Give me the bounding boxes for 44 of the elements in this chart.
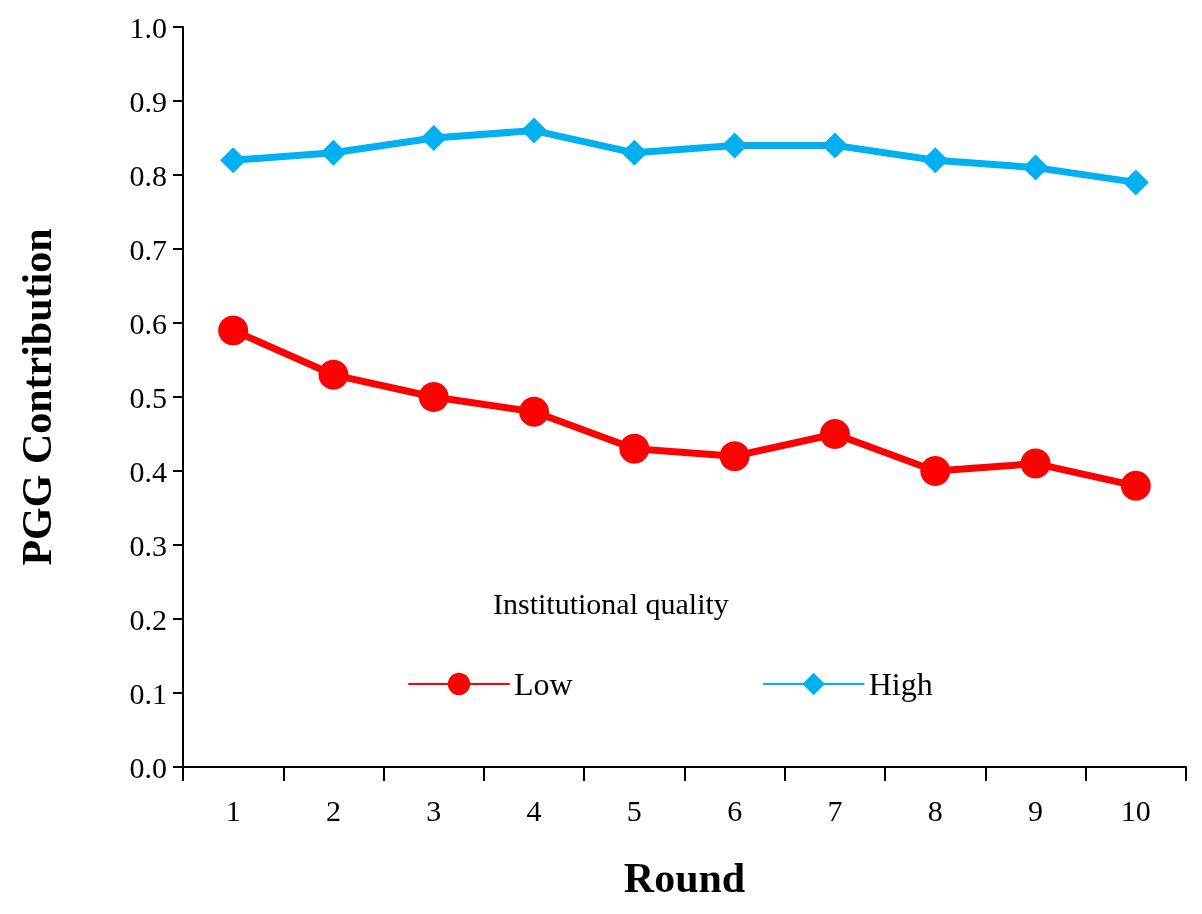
point bbox=[1022, 154, 1049, 181]
x-tick-label: 9 bbox=[1028, 793, 1044, 827]
y-tick-label: 0.4 bbox=[129, 454, 167, 488]
x-tick-label: 2 bbox=[325, 793, 341, 827]
point bbox=[621, 139, 648, 166]
point bbox=[521, 117, 548, 144]
point bbox=[1020, 448, 1051, 479]
point bbox=[719, 441, 750, 472]
legend-label: Low bbox=[514, 666, 573, 702]
point bbox=[320, 139, 347, 166]
point bbox=[218, 315, 249, 346]
y-tick-label: 0.6 bbox=[129, 306, 167, 340]
x-tick-label: 6 bbox=[727, 793, 743, 827]
y-tick-label: 0.1 bbox=[129, 676, 167, 710]
y-tick-label: 1.0 bbox=[129, 10, 167, 44]
x-tick-label: 3 bbox=[426, 793, 442, 827]
point bbox=[819, 419, 850, 449]
point bbox=[418, 382, 449, 412]
point bbox=[1122, 169, 1149, 196]
y-tick-label: 0.8 bbox=[129, 158, 167, 192]
legend-label: High bbox=[868, 666, 933, 702]
x-axis-title: Round bbox=[623, 855, 746, 901]
legend-title: Institutional quality bbox=[493, 586, 729, 620]
x-tick-label: 4 bbox=[526, 793, 542, 827]
point bbox=[920, 456, 951, 486]
y-tick-label: 0.3 bbox=[129, 528, 167, 562]
x-tick-label: 7 bbox=[827, 793, 843, 827]
y-tick-label: 0.0 bbox=[129, 750, 167, 784]
point bbox=[420, 125, 447, 151]
point bbox=[922, 147, 949, 174]
y-axis-title: PGG Contribution bbox=[14, 228, 60, 566]
y-tick-label: 0.7 bbox=[129, 232, 167, 266]
point bbox=[519, 396, 550, 427]
point bbox=[318, 359, 349, 390]
x-tick-label: 1 bbox=[225, 793, 241, 827]
y-tick-label: 0.2 bbox=[129, 602, 167, 636]
x-tick-label: 5 bbox=[626, 793, 642, 827]
point bbox=[619, 433, 650, 464]
point bbox=[1120, 470, 1151, 501]
x-tick-label: 8 bbox=[927, 793, 943, 827]
point bbox=[220, 147, 247, 174]
y-tick-label: 0.5 bbox=[129, 380, 167, 414]
y-tick-label: 0.9 bbox=[129, 84, 167, 118]
x-tick-label: 10 bbox=[1120, 793, 1151, 827]
